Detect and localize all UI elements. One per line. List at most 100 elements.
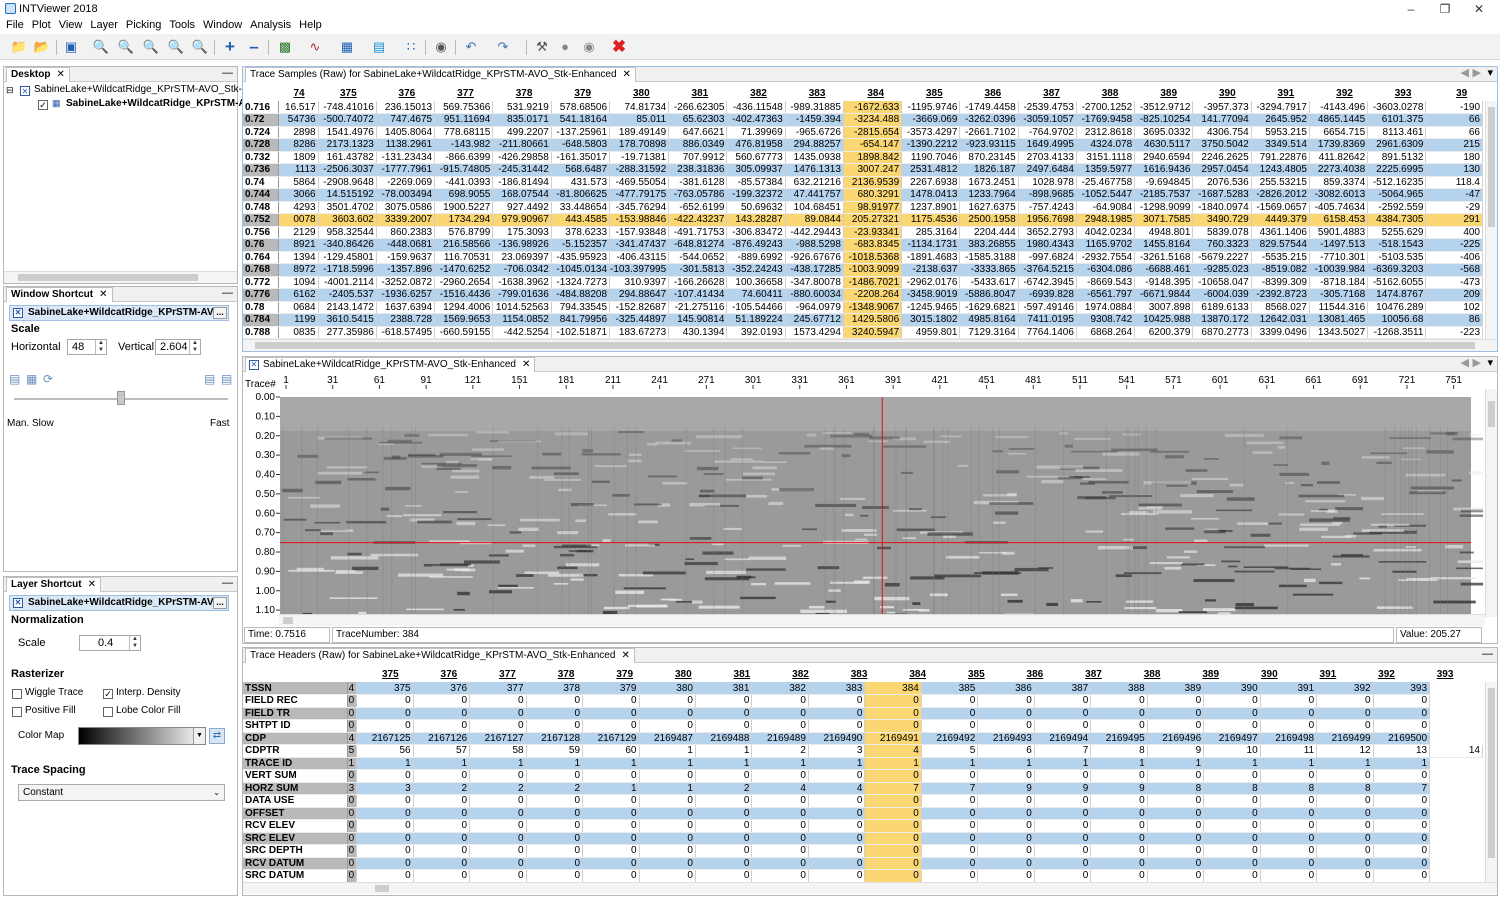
table-cell[interactable]: 2136.9539: [843, 176, 903, 189]
remove-trace-icon[interactable]: –: [249, 37, 259, 56]
table-cell[interactable]: -964.0979: [785, 301, 844, 314]
table-cell[interactable]: 86: [1425, 313, 1483, 327]
table-cell[interactable]: 2169487: [639, 732, 696, 745]
tree-item-layer[interactable]: SabineLake+WildcatRidge_KPrSTM-AV: [66, 98, 252, 109]
table-cell[interactable]: -2815.654: [843, 126, 903, 139]
table-cell[interactable]: 0: [977, 794, 1035, 808]
vertical-spinner[interactable]: 2.604 ▲ ▼: [155, 339, 201, 355]
table-cell[interactable]: -29: [1425, 201, 1483, 214]
trace-spacing-select[interactable]: Constant ⌄: [18, 784, 225, 801]
table-cell[interactable]: 829.57544: [1251, 238, 1310, 252]
table-cell[interactable]: 376: [413, 682, 471, 695]
table-cell[interactable]: 0: [1260, 707, 1318, 720]
table-cell[interactable]: -78.003494: [376, 188, 436, 202]
table-cell[interactable]: -9285.023: [1192, 263, 1252, 277]
table-cell[interactable]: -1245.9465: [901, 301, 961, 314]
table-cell[interactable]: 4449.379: [1251, 213, 1310, 227]
horizontal-spinner[interactable]: 48 ▲ ▼: [67, 339, 107, 355]
table-cell[interactable]: 0: [356, 707, 414, 720]
column-header[interactable]: 39: [1456, 88, 1468, 99]
table-cell[interactable]: 1980.4343: [1018, 238, 1077, 252]
table-cell[interactable]: 0: [1373, 857, 1431, 870]
table-cell[interactable]: -6688.461: [1134, 263, 1194, 277]
table-cell[interactable]: 0: [1090, 769, 1148, 783]
table-cell[interactable]: 891.5132: [1367, 151, 1427, 164]
table-cell[interactable]: -426.29858: [492, 151, 552, 164]
table-cell[interactable]: 1: [1203, 757, 1261, 770]
table-cell[interactable]: 8: [1316, 782, 1374, 795]
table-cell[interactable]: 8113.461: [1367, 126, 1427, 139]
column-header[interactable]: 384: [867, 88, 885, 99]
table-cell[interactable]: 0: [413, 694, 471, 708]
table-cell[interactable]: 141.77094: [1192, 113, 1252, 127]
table-row[interactable]: 0.72 54736 -500.74072 747.4675 951.11694 835.…: [243, 113, 1483, 127]
table-cell[interactable]: 59: [526, 744, 584, 758]
table-cell[interactable]: 255.53215: [1251, 176, 1310, 189]
zoom-out-icon[interactable]: 🔍: [117, 39, 135, 54]
table-cell[interactable]: 0: [977, 694, 1035, 708]
table-cell[interactable]: 0: [1034, 857, 1092, 870]
close-window-icon[interactable]: ✕: [1473, 2, 1485, 16]
table-cell[interactable]: 393: [1373, 682, 1431, 695]
table-cell[interactable]: -652.6199: [668, 201, 728, 214]
table-cell[interactable]: -6561.797: [1076, 288, 1136, 302]
samples-vscrollbar[interactable]: [1485, 101, 1497, 341]
table-cell[interactable]: 0: [356, 819, 414, 833]
table-cell[interactable]: 33.448654: [551, 201, 611, 214]
seismic-vscrollbar[interactable]: [1485, 389, 1497, 617]
table-cell[interactable]: 8972: [278, 263, 319, 277]
table-cell[interactable]: 0: [347, 832, 358, 845]
table-cell[interactable]: 0: [413, 869, 471, 882]
table-cell[interactable]: 0: [1373, 707, 1431, 720]
column-header[interactable]: 393: [1436, 669, 1454, 680]
table-cell[interactable]: 4: [808, 782, 866, 795]
table-cell[interactable]: 9308.742: [1076, 313, 1136, 327]
table-cell[interactable]: 0: [1090, 857, 1148, 870]
table-cell[interactable]: 0: [1373, 869, 1431, 882]
table-cell[interactable]: 0: [1373, 819, 1431, 833]
open-project-icon[interactable]: 📂: [33, 39, 51, 54]
table-cell[interactable]: 3695.0332: [1134, 126, 1194, 139]
table-cell[interactable]: -1003.9099: [843, 263, 903, 277]
table-cell[interactable]: 0: [921, 769, 979, 783]
table-row[interactable]: 0.776 6162 -2405.537 -1936.6257 -1516.4436 -7…: [243, 288, 1483, 302]
table-cell[interactable]: 0: [1260, 819, 1318, 833]
table-cell[interactable]: 0: [977, 707, 1035, 720]
table-cell[interactable]: 0: [1034, 707, 1092, 720]
table-cell[interactable]: 381: [695, 682, 753, 695]
table-cell[interactable]: -3252.0872: [376, 276, 436, 289]
table-cell[interactable]: 98.91977: [843, 201, 903, 214]
table-cell[interactable]: 0: [639, 869, 696, 882]
table-cell[interactable]: 560.67773: [726, 151, 786, 164]
table-cell[interactable]: 632.21216: [785, 176, 844, 189]
scroll-thumb[interactable]: [1488, 401, 1495, 427]
table-cell[interactable]: -660.59155: [434, 326, 494, 339]
close-tab-icon[interactable]: ✕: [621, 650, 630, 661]
wiggle-trace-checkbox[interactable]: [12, 689, 22, 699]
table-cell[interactable]: 2169500: [1373, 732, 1431, 745]
table-cell[interactable]: 680.3291: [843, 188, 903, 202]
table-cell[interactable]: 0: [1316, 707, 1374, 720]
table-cell[interactable]: 47.441757: [785, 188, 844, 202]
table-cell[interactable]: 569.75366: [434, 101, 494, 114]
table-cell[interactable]: 66: [1425, 113, 1483, 127]
color-map-edit-icon[interactable]: ⇄: [209, 728, 225, 744]
table-cell[interactable]: -2908.9648: [318, 176, 377, 189]
nav-right-icon[interactable]: ▶: [1472, 67, 1481, 79]
table-row[interactable]: RCV ELEV 0 0 0 0 0 0 0 0 0 0 0 0 0 0 0 0 0 0 0 0: [243, 819, 1483, 833]
table-cell[interactable]: 5: [921, 744, 979, 758]
scatter-icon[interactable]: ∷: [406, 39, 416, 54]
table-cell[interactable]: 0: [1203, 807, 1261, 820]
column-header[interactable]: 381: [733, 669, 751, 680]
table-cell[interactable]: 1: [582, 782, 640, 795]
table-cell[interactable]: 9: [1090, 782, 1148, 795]
table-cell[interactable]: 0: [695, 769, 753, 783]
table-row[interactable]: 0.764 1394 -129.45801 -159.9637 116.70531 23.…: [243, 251, 1483, 264]
table-cell[interactable]: -10039.984: [1309, 263, 1369, 277]
table-cell[interactable]: 0: [977, 719, 1035, 733]
menu-view[interactable]: View: [58, 19, 83, 31]
table-cell[interactable]: -129.45801: [318, 251, 377, 264]
table-cell[interactable]: 0: [347, 844, 358, 858]
table-cell[interactable]: 1627.6375: [959, 201, 1019, 214]
close-tab-icon[interactable]: ✕: [99, 289, 108, 300]
